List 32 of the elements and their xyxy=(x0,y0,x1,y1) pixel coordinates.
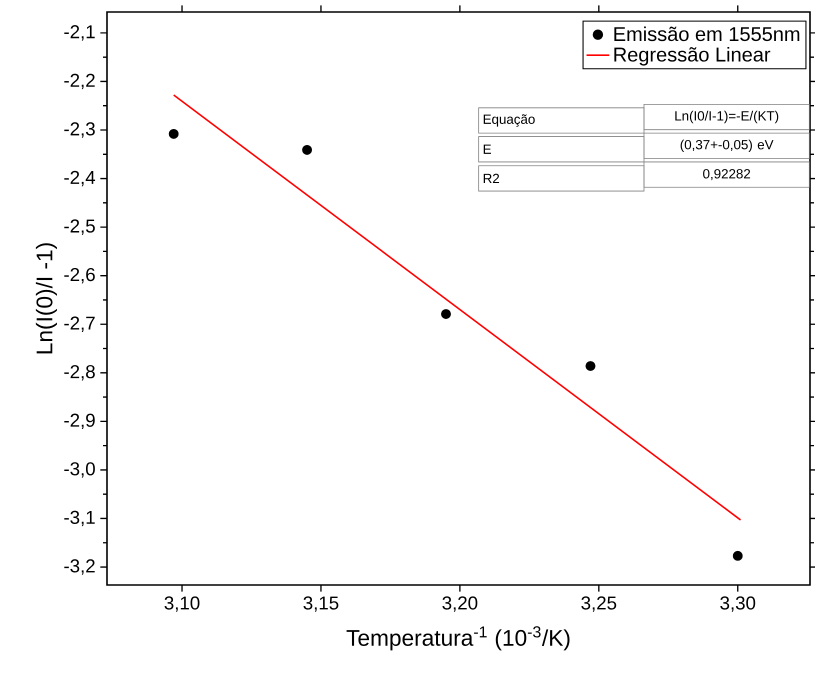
y-tick-label: -2,6 xyxy=(64,268,95,284)
y-tick-label: -3,1 xyxy=(64,510,95,526)
y-tick-label: -2,8 xyxy=(64,365,95,381)
legend-label: Emissão em 1555nm xyxy=(614,26,800,42)
y-tick-label: -3,0 xyxy=(64,462,95,478)
y-tick-label: -2,7 xyxy=(64,316,95,332)
y-tick-label: -2,2 xyxy=(64,74,95,90)
x-tick-label: 3,30 xyxy=(720,596,756,612)
annotation: E xyxy=(484,144,491,154)
point xyxy=(586,361,596,371)
annotation: Ln(I0/I-1)=-E/(KT) xyxy=(675,110,778,124)
point xyxy=(441,309,451,319)
annotation: (0,37+-0,05) eV xyxy=(680,140,774,152)
y-tick-label: -2,4 xyxy=(64,170,96,186)
point xyxy=(302,144,312,155)
legend-label: Regressão Linear xyxy=(614,46,770,66)
y-tick-label: -3,2 xyxy=(64,559,95,575)
point xyxy=(168,128,179,139)
x-tick-label: 3,20 xyxy=(442,596,478,612)
annotation: 0,92282 xyxy=(703,169,750,180)
x-tick-label: 3,15 xyxy=(304,596,338,612)
y-tick-label: -2,5 xyxy=(64,219,95,235)
point xyxy=(732,550,743,561)
y-tick-label: -2,3 xyxy=(64,122,95,138)
y-tick-label: -2,9 xyxy=(64,414,95,430)
x-axis-title: Temperatura$^{-1}$ (10$^{-3}$/K) xyxy=(346,626,570,650)
y-axis-title: Ln(I(0)/I -1) xyxy=(36,243,57,354)
annotation: R2 xyxy=(484,174,500,184)
x-tick-label: 3,25 xyxy=(581,596,616,612)
annotation: Equação xyxy=(484,114,535,127)
y-tick-label: -2,1 xyxy=(64,25,95,41)
x-tick-label: 3,10 xyxy=(164,596,200,612)
